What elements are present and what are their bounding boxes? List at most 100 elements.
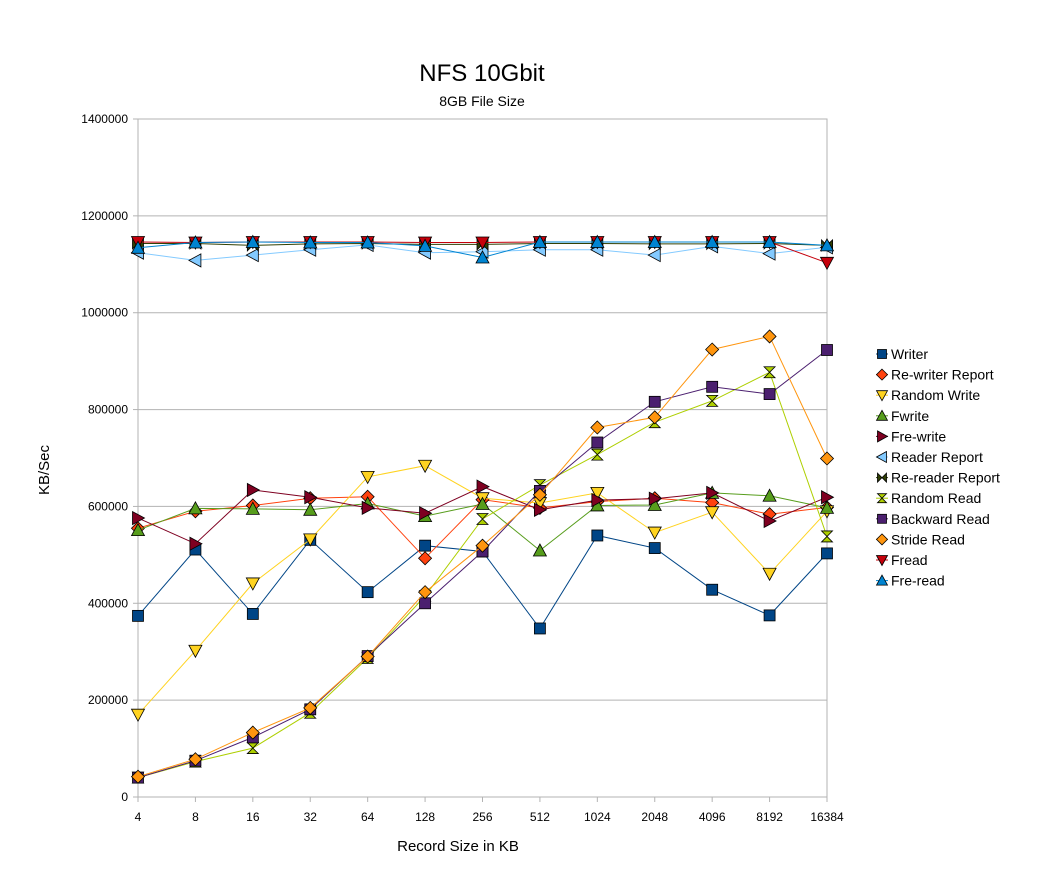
data-point bbox=[647, 497, 662, 511]
legend-marker bbox=[877, 349, 887, 359]
data-point bbox=[762, 234, 777, 248]
data-point bbox=[418, 585, 433, 600]
data-point bbox=[246, 608, 259, 620]
legend-item: Fread bbox=[875, 552, 928, 568]
x-tick-label: 8192 bbox=[756, 810, 783, 824]
data-point bbox=[762, 567, 777, 582]
data-point bbox=[590, 234, 605, 248]
data-point bbox=[820, 530, 834, 543]
data-point bbox=[821, 344, 833, 356]
data-point bbox=[130, 522, 146, 537]
data-point bbox=[303, 700, 318, 715]
data-point bbox=[130, 708, 146, 723]
legend-label: Random Write bbox=[891, 387, 980, 403]
y-tick-label: 200000 bbox=[88, 693, 128, 707]
data-point bbox=[245, 247, 259, 263]
data-point bbox=[821, 490, 835, 505]
y-tick-label: 0 bbox=[121, 790, 128, 804]
x-tick-label: 8 bbox=[192, 810, 199, 824]
data-point bbox=[762, 246, 776, 261]
data-point bbox=[532, 543, 548, 557]
legend-label: Fwrite bbox=[891, 408, 929, 424]
x-tick-label: 1024 bbox=[584, 810, 611, 824]
legend-label: Reader Report bbox=[891, 449, 983, 465]
data-point bbox=[475, 236, 490, 250]
x-tick-label: 128 bbox=[415, 810, 435, 824]
legend: Writer Re-writer Report Random Write Fwrite… bbox=[875, 346, 1000, 589]
x-tick-label: 256 bbox=[472, 810, 492, 824]
data-point bbox=[648, 542, 661, 554]
chart-subtitle: 8GB File Size bbox=[439, 93, 525, 109]
grid bbox=[137, 118, 828, 798]
legend-label: Fre-write bbox=[891, 428, 946, 444]
data-point bbox=[303, 235, 318, 249]
legend-label: Re-reader Report bbox=[891, 470, 1000, 486]
data-point bbox=[647, 410, 662, 425]
data-point bbox=[245, 234, 261, 248]
legend-label: Stride Read bbox=[891, 531, 965, 547]
x-axis: 4 8 16 32 64 128 256 512 1024 2048 4096 8192 16384 bbox=[135, 797, 844, 824]
data-point bbox=[132, 609, 144, 622]
chart-title: NFS 10Gbit bbox=[419, 60, 545, 87]
series-fre-write bbox=[132, 479, 835, 551]
data-point bbox=[647, 526, 662, 540]
series-random-read bbox=[131, 366, 834, 784]
legend-label: Writer bbox=[891, 346, 928, 362]
data-point bbox=[245, 501, 261, 515]
legend-label: Fre-read bbox=[891, 573, 945, 589]
data-point bbox=[360, 649, 375, 664]
data-point bbox=[591, 492, 605, 508]
legend-marker bbox=[877, 472, 887, 484]
data-point bbox=[763, 388, 776, 400]
data-point bbox=[419, 597, 431, 610]
data-point bbox=[417, 459, 433, 474]
data-point bbox=[130, 769, 146, 784]
legend-marker bbox=[875, 574, 889, 586]
data-point bbox=[763, 513, 777, 529]
plot-frame bbox=[137, 118, 828, 798]
data-point bbox=[188, 253, 202, 268]
data-point bbox=[706, 583, 719, 596]
legend-label: Fread bbox=[891, 552, 928, 568]
data-point bbox=[763, 609, 776, 622]
legend-marker bbox=[875, 555, 889, 567]
y-tick-label: 1200000 bbox=[81, 209, 128, 223]
legend-marker bbox=[875, 533, 889, 546]
data-point bbox=[591, 436, 604, 449]
data-point bbox=[418, 551, 433, 566]
data-point bbox=[532, 487, 547, 502]
data-point bbox=[821, 547, 833, 560]
data-point bbox=[705, 342, 720, 357]
y-tick-label: 400000 bbox=[88, 596, 128, 610]
y-tick-label: 600000 bbox=[88, 499, 128, 513]
y-tick-label: 1000000 bbox=[81, 306, 128, 320]
data-point bbox=[419, 506, 433, 521]
legend-item: Backward Read bbox=[876, 511, 990, 527]
data-point bbox=[245, 725, 260, 740]
legend-marker bbox=[877, 430, 889, 443]
legend-marker bbox=[877, 513, 887, 524]
y-tick-label: 800000 bbox=[88, 403, 128, 417]
legend-item: Fwrite bbox=[875, 408, 929, 424]
series-backward-read bbox=[132, 344, 833, 784]
data-point bbox=[647, 234, 662, 248]
data-point bbox=[476, 479, 490, 494]
series-stride-read bbox=[130, 329, 835, 784]
data-point bbox=[246, 482, 261, 498]
legend-item: Re-reader Report bbox=[876, 470, 1000, 486]
data-point bbox=[188, 235, 203, 249]
legend-item: Writer bbox=[876, 346, 928, 362]
legend-item: Random Write bbox=[875, 387, 980, 403]
legend-item: Re-writer Report bbox=[875, 367, 994, 383]
x-tick-label: 64 bbox=[361, 810, 375, 824]
y-axis: 0 200000 400000 600000 800000 1000000 1200000 1… bbox=[81, 112, 138, 804]
data-point bbox=[819, 500, 835, 514]
legend-marker bbox=[875, 390, 889, 402]
x-tick-label: 16384 bbox=[810, 810, 844, 824]
data-point bbox=[534, 502, 548, 517]
x-tick-label: 4096 bbox=[699, 810, 726, 824]
legend-marker bbox=[876, 493, 888, 504]
legend-marker bbox=[875, 450, 887, 464]
data-point bbox=[706, 485, 720, 501]
data-point bbox=[304, 490, 318, 505]
